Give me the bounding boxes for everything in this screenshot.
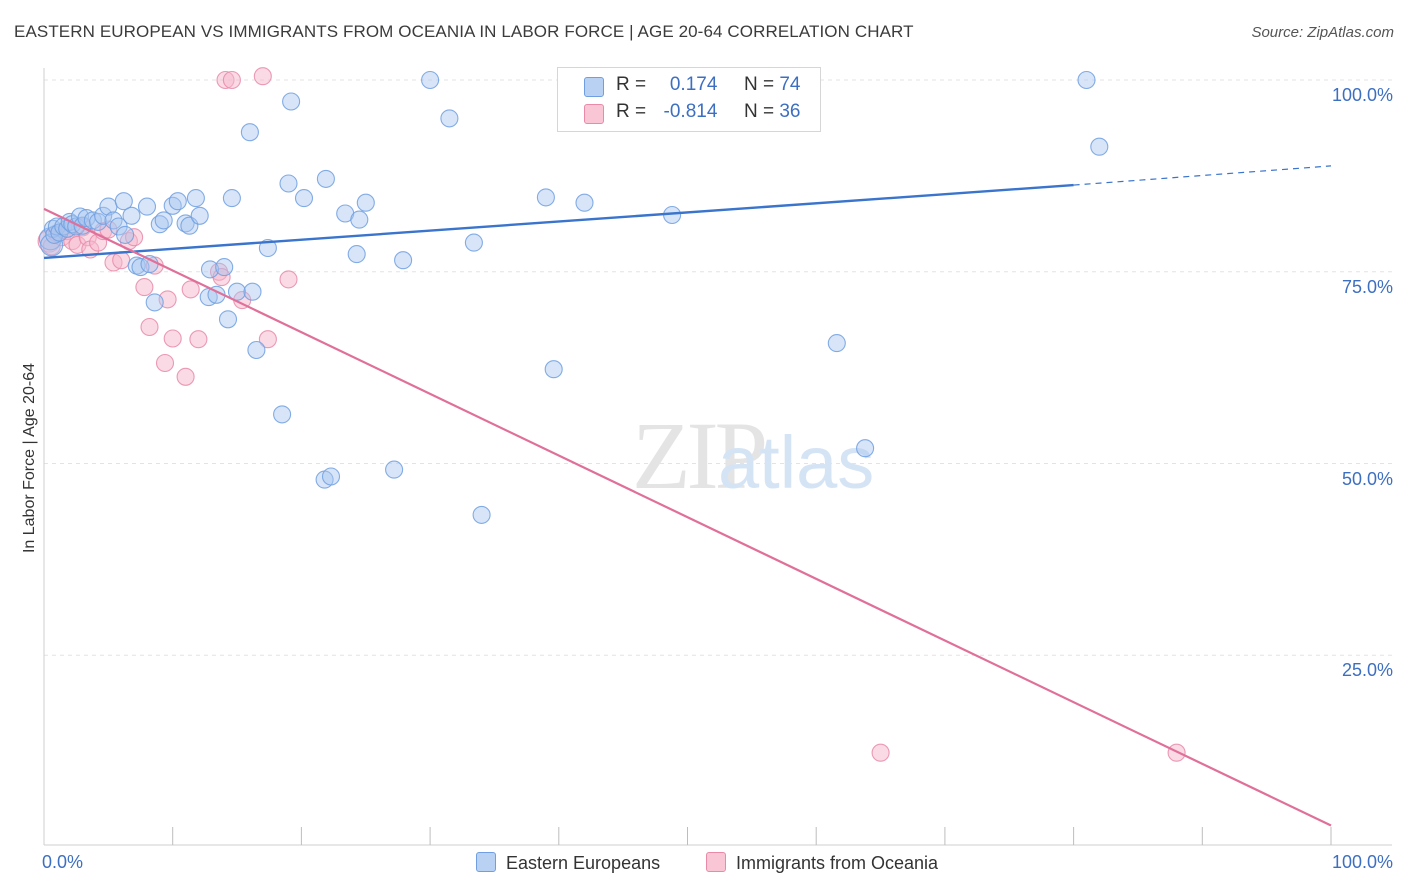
legend-r-value-1: 0.174	[669, 74, 718, 95]
point-eastern-europeans	[1077, 70, 1096, 90]
point-eastern-europeans	[116, 225, 135, 244]
point-eastern-europeans	[243, 282, 262, 301]
point-eastern-europeans	[94, 206, 113, 225]
point-oceania	[163, 329, 182, 348]
point-oceania	[135, 278, 154, 297]
point-oceania	[176, 367, 195, 386]
legend-item-eastern-europeans[interactable]: Eastern Europeans	[476, 852, 660, 874]
trend-line-eastern-europeans-extension	[1073, 165, 1332, 186]
points-oceania	[37, 67, 1186, 762]
y-tick-label-50: 50.0%	[1341, 468, 1393, 489]
legend-swatch-pink	[706, 852, 726, 872]
chart-title: EASTERN EUROPEAN VS IMMIGRANTS FROM OCEA…	[14, 22, 914, 41]
point-eastern-europeans	[114, 192, 133, 211]
point-oceania	[871, 743, 890, 762]
point-oceania	[99, 220, 118, 239]
point-eastern-europeans	[394, 251, 413, 270]
point-eastern-europeans	[347, 245, 366, 264]
point-eastern-europeans	[440, 109, 459, 128]
trend-line-oceania	[43, 207, 1332, 827]
point-eastern-europeans	[575, 193, 594, 212]
point-eastern-europeans	[385, 460, 404, 479]
point-oceania	[222, 70, 241, 90]
point-eastern-europeans	[321, 467, 341, 486]
point-eastern-europeans	[154, 211, 173, 230]
legend-swatch-blue	[476, 852, 496, 872]
legend-label-oceania: Immigrants from Oceania	[736, 853, 939, 873]
point-eastern-europeans	[222, 189, 241, 208]
point-eastern-europeans	[294, 189, 314, 208]
watermark-atlas: atlas	[718, 421, 874, 504]
y-tick-label-100: 100.0%	[1331, 85, 1393, 105]
point-eastern-europeans	[89, 212, 108, 231]
legend-r-value-2: -0.814	[663, 101, 718, 122]
point-eastern-europeans	[145, 293, 164, 312]
point-eastern-europeans	[122, 206, 141, 225]
point-oceania	[258, 330, 277, 349]
point-eastern-europeans	[316, 169, 335, 188]
trend-lines	[43, 165, 1332, 827]
stats-legend: R = 0.174 N = 74 R = -0.814 N = 36	[557, 67, 821, 132]
legend-label-eastern-europeans: Eastern Europeans	[506, 853, 661, 873]
trend-line-eastern-europeans	[43, 183, 1074, 260]
point-eastern-europeans	[544, 360, 563, 379]
point-eastern-europeans	[279, 174, 298, 193]
point-oceania	[112, 251, 131, 270]
x-tick-label-min: 0.0%	[42, 852, 84, 872]
point-eastern-europeans	[827, 334, 846, 353]
point-eastern-europeans	[856, 439, 875, 458]
point-eastern-europeans	[137, 197, 157, 216]
y-tick-label-75: 75.0%	[1341, 276, 1393, 297]
legend-n-label: N =	[743, 74, 775, 95]
point-eastern-europeans	[536, 188, 555, 207]
point-eastern-europeans	[186, 189, 205, 208]
point-eastern-europeans	[240, 123, 259, 142]
point-eastern-europeans	[350, 210, 369, 229]
axes	[43, 68, 1392, 846]
point-eastern-europeans	[472, 505, 491, 524]
point-oceania	[140, 317, 159, 337]
source-label: Source: ZipAtlas.com	[1251, 24, 1394, 41]
legend-r-label: R =	[616, 74, 647, 95]
point-eastern-europeans	[356, 193, 375, 212]
point-eastern-europeans	[282, 92, 301, 111]
point-oceania	[279, 270, 298, 289]
point-eastern-europeans	[258, 238, 277, 258]
watermark: ZIP atlas	[632, 402, 874, 509]
point-eastern-europeans	[104, 211, 123, 230]
legend-r-label: R =	[616, 101, 647, 122]
point-oceania	[253, 67, 272, 86]
point-eastern-europeans	[1090, 137, 1109, 156]
point-eastern-europeans	[215, 258, 234, 277]
y-tick-label-25: 25.0%	[1341, 660, 1393, 681]
point-eastern-europeans	[464, 233, 483, 252]
point-eastern-europeans	[247, 340, 266, 360]
x-tick-label-max: 100.0%	[1331, 852, 1393, 872]
legend-item-oceania[interactable]: Immigrants from Oceania	[706, 852, 938, 874]
point-eastern-europeans	[273, 405, 292, 424]
points-eastern-europeans	[38, 70, 1109, 524]
legend-n-value-1: 74	[779, 74, 801, 95]
point-eastern-europeans	[200, 260, 220, 279]
point-eastern-europeans	[421, 70, 440, 90]
point-oceania	[181, 280, 200, 299]
gridlines	[44, 79, 1392, 656]
legend-swatch-pink	[584, 104, 604, 124]
legend-n-label: N =	[743, 101, 775, 122]
point-oceania	[155, 353, 175, 373]
point-eastern-europeans	[218, 310, 238, 329]
point-eastern-europeans	[190, 206, 209, 225]
legend-n-value-2: 36	[779, 101, 801, 122]
point-eastern-europeans	[168, 192, 187, 211]
legend-swatch-blue	[584, 77, 604, 97]
point-eastern-europeans	[140, 255, 159, 274]
point-oceania	[189, 330, 208, 349]
watermark-zip: ZIP	[632, 402, 765, 509]
